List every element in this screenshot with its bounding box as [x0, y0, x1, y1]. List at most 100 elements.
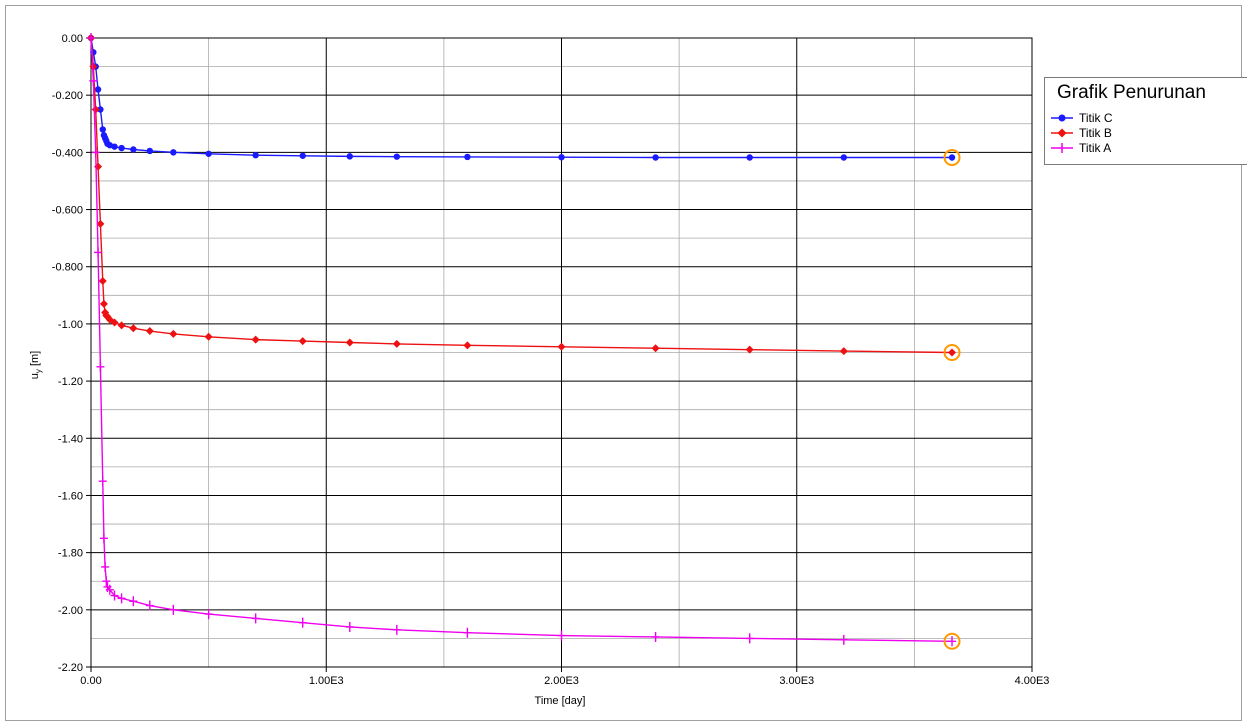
data-point: [652, 154, 659, 161]
data-point: [557, 342, 566, 351]
data-point: [91, 105, 100, 114]
data-point: [251, 613, 260, 624]
legend-label-titik-b: Titik B: [1079, 126, 1112, 140]
data-point: [252, 152, 259, 159]
y-tick-label: -1.80: [58, 548, 83, 560]
data-point: [170, 149, 177, 156]
y-tick-label: -1.00: [58, 319, 83, 331]
legend-label-titik-a: Titik A: [1079, 141, 1112, 155]
chart-frame: [5, 5, 1242, 721]
data-point: [948, 154, 956, 161]
y-tick-label: -1.20: [58, 376, 83, 388]
data-point: [393, 153, 401, 160]
data-point: [91, 147, 100, 158]
data-point: [111, 143, 118, 150]
data-point: [463, 341, 472, 350]
y-tick-label: 0.00: [62, 33, 83, 45]
data-point: [558, 154, 565, 161]
data-point: [463, 627, 472, 638]
data-point: [392, 624, 401, 635]
data-point: [101, 561, 110, 572]
data-point: [97, 106, 104, 113]
data-point: [251, 335, 260, 344]
data-point: [948, 348, 957, 357]
data-point: [98, 476, 107, 487]
end-point-highlight: [943, 344, 961, 361]
data-point: [102, 576, 111, 587]
x-tick-label: 3.00E3: [779, 675, 814, 687]
data-point: [745, 345, 754, 354]
data-point: [745, 633, 754, 644]
data-point: [557, 630, 566, 641]
data-point: [94, 86, 102, 93]
data-point: [392, 339, 401, 348]
grid-layer: [90, 37, 1033, 668]
y-axis-title: uy [m]: [29, 351, 43, 379]
legend-item-titik-c: Titik C: [1051, 111, 1113, 125]
data-point: [129, 596, 138, 607]
diamond-marker-icon: [1051, 128, 1073, 138]
series-line: [90, 37, 953, 159]
data-point: [298, 617, 307, 628]
data-point: [96, 361, 105, 372]
data-point: [110, 590, 119, 601]
data-point: [651, 631, 660, 642]
data-point: [839, 634, 848, 645]
data-point: [345, 621, 354, 632]
data-point: [839, 347, 848, 356]
y-tick-label: -2.00: [58, 605, 83, 617]
y-axis-title-unit: [m]: [29, 351, 41, 369]
series-titik-a: [87, 33, 961, 650]
x-tick-label: 0.00: [80, 675, 101, 687]
data-point: [346, 153, 353, 160]
data-point: [299, 152, 306, 159]
data-point: [746, 154, 753, 161]
y-tick-label: -0.400: [52, 147, 83, 159]
data-point: [145, 600, 154, 611]
data-point: [99, 533, 108, 544]
data-point: [204, 609, 213, 620]
x-tick-label: 2.00E3: [544, 675, 579, 687]
data-point: [99, 299, 108, 308]
data-point: [345, 338, 354, 347]
legend: Grafik Penurunan Titik C Titik B Titik A: [1044, 77, 1247, 165]
data-point: [169, 329, 178, 338]
data-point: [118, 144, 125, 152]
legend-title: Grafik Penurunan: [1057, 82, 1206, 103]
series-layer: [87, 33, 961, 650]
end-point-highlight: [943, 632, 961, 650]
series-line: [90, 37, 953, 642]
data-point: [298, 337, 307, 346]
data-point: [89, 75, 98, 86]
data-point: [146, 147, 154, 155]
end-point-highlight: [943, 149, 961, 167]
data-point: [105, 584, 114, 595]
data-point: [94, 247, 103, 258]
data-point: [651, 344, 660, 353]
axis-layer: [86, 37, 1033, 672]
y-axis-title-sub: y: [34, 369, 43, 373]
y-tick-label: -0.800: [52, 262, 83, 274]
legend-item-titik-a: Titik A: [1051, 141, 1111, 155]
data-point: [98, 277, 107, 286]
data-point: [89, 62, 98, 71]
legend-item-titik-b: Titik B: [1051, 126, 1112, 140]
data-point: [169, 604, 178, 615]
series-line: [90, 37, 953, 354]
data-point: [130, 146, 137, 153]
y-axis-title-main: u: [29, 373, 41, 379]
data-point: [464, 153, 471, 161]
data-point: [145, 327, 154, 336]
data-point: [205, 150, 212, 157]
series-titik-b: [87, 34, 961, 361]
y-tick-label: -0.600: [52, 205, 83, 217]
series-titik-c: [87, 34, 961, 167]
data-point: [96, 219, 105, 228]
x-tick-label: 1.00E3: [309, 675, 344, 687]
x-axis-title: Time [day]: [535, 695, 586, 707]
y-tick-label: -0.200: [52, 90, 83, 102]
data-point: [87, 33, 95, 43]
x-tick-label: 4.00E3: [1015, 675, 1050, 687]
data-point: [948, 636, 957, 647]
